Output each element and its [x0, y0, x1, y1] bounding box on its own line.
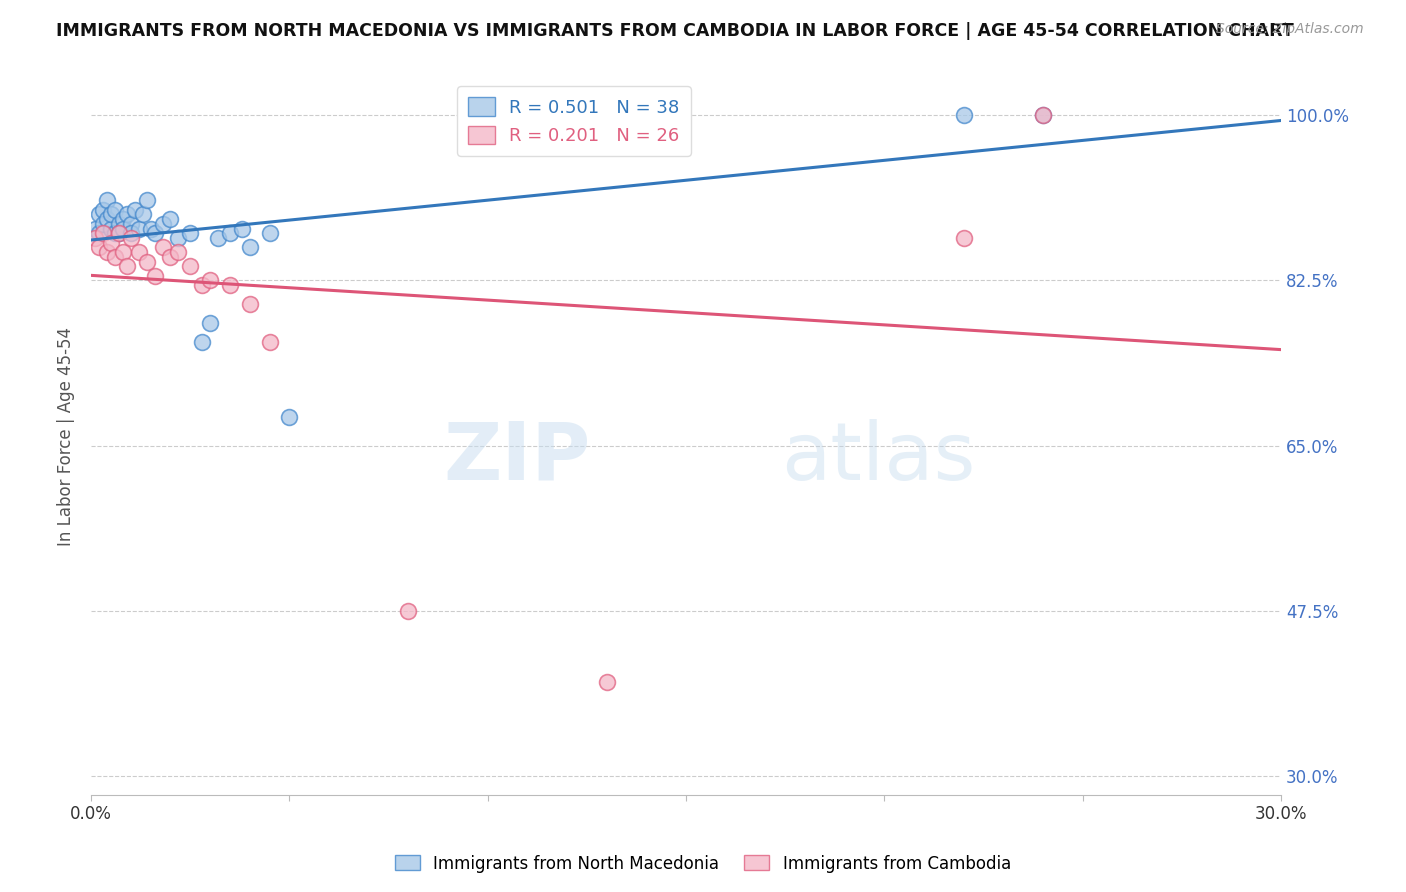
Point	[84, 221, 107, 235]
Legend: R = 0.501   N = 38, R = 0.201   N = 26: R = 0.501 N = 38, R = 0.201 N = 26	[457, 87, 690, 156]
Point	[952, 108, 974, 122]
Point	[115, 260, 138, 274]
Point	[167, 245, 190, 260]
Point	[87, 226, 110, 240]
Text: Source: ZipAtlas.com: Source: ZipAtlas.com	[1216, 22, 1364, 37]
Point	[179, 226, 201, 240]
Point	[239, 240, 262, 254]
Point	[239, 297, 262, 311]
Text: ZIP: ZIP	[444, 418, 591, 497]
Point	[84, 231, 107, 245]
Point	[104, 202, 127, 217]
Point	[96, 193, 118, 207]
Point	[396, 604, 419, 618]
Point	[198, 316, 221, 330]
Point	[108, 226, 131, 240]
Point	[132, 207, 155, 221]
Point	[87, 207, 110, 221]
Point	[91, 226, 114, 240]
Point	[159, 250, 181, 264]
Point	[278, 410, 301, 425]
Point	[91, 202, 114, 217]
Point	[100, 221, 122, 235]
Point	[128, 245, 150, 260]
Point	[143, 226, 166, 240]
Point	[219, 226, 242, 240]
Point	[124, 202, 146, 217]
Point	[128, 221, 150, 235]
Point	[120, 217, 142, 231]
Point	[111, 221, 134, 235]
Point	[596, 674, 619, 689]
Point	[159, 212, 181, 227]
Point	[231, 221, 253, 235]
Point	[219, 278, 242, 293]
Text: atlas: atlas	[782, 418, 976, 497]
Point	[191, 334, 214, 349]
Point	[120, 226, 142, 240]
Point	[96, 245, 118, 260]
Point	[198, 273, 221, 287]
Point	[1032, 108, 1054, 122]
Point	[167, 231, 190, 245]
Point	[104, 226, 127, 240]
Point	[108, 217, 131, 231]
Y-axis label: In Labor Force | Age 45-54: In Labor Force | Age 45-54	[58, 326, 75, 546]
Legend: Immigrants from North Macedonia, Immigrants from Cambodia: Immigrants from North Macedonia, Immigra…	[388, 848, 1018, 880]
Point	[1032, 108, 1054, 122]
Point	[87, 240, 110, 254]
Point	[207, 231, 229, 245]
Point	[100, 235, 122, 250]
Point	[191, 278, 214, 293]
Point	[111, 212, 134, 227]
Point	[111, 245, 134, 260]
Point	[135, 254, 157, 268]
Point	[143, 268, 166, 283]
Point	[139, 221, 162, 235]
Point	[259, 226, 281, 240]
Point	[115, 207, 138, 221]
Point	[108, 226, 131, 240]
Point	[152, 240, 174, 254]
Point	[952, 231, 974, 245]
Point	[135, 193, 157, 207]
Point	[259, 334, 281, 349]
Text: IMMIGRANTS FROM NORTH MACEDONIA VS IMMIGRANTS FROM CAMBODIA IN LABOR FORCE | AGE: IMMIGRANTS FROM NORTH MACEDONIA VS IMMIG…	[56, 22, 1294, 40]
Point	[96, 212, 118, 227]
Point	[152, 217, 174, 231]
Point	[104, 250, 127, 264]
Point	[120, 231, 142, 245]
Point	[91, 217, 114, 231]
Point	[100, 207, 122, 221]
Point	[179, 260, 201, 274]
